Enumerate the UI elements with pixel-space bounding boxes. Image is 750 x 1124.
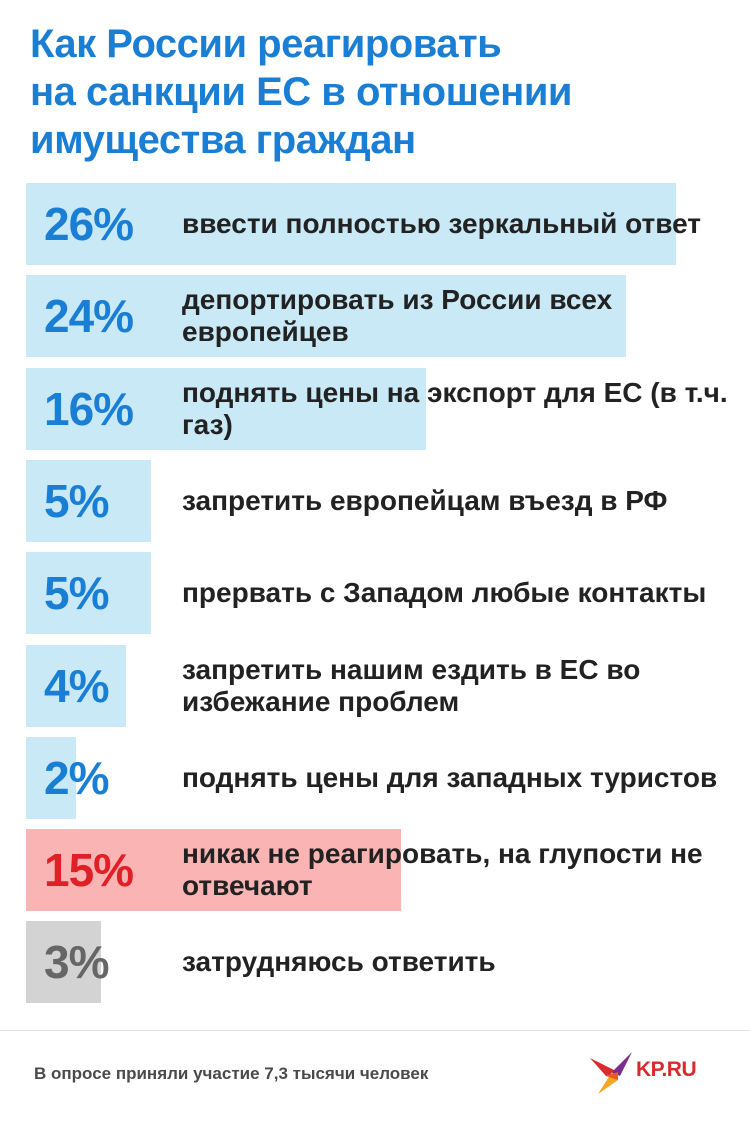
bar-row: 2% поднять цены для западных туристов <box>26 737 726 819</box>
category-label: поднять цены для западных туристов <box>182 762 718 793</box>
bar <box>26 552 151 634</box>
bar-row: 5% прервать с Западом любые контакты <box>26 552 726 634</box>
bar <box>26 829 401 911</box>
bar <box>26 460 151 542</box>
bar-row: 15% никак не реагировать, на глупости не … <box>26 829 726 911</box>
bar-row: 3% затрудняюсь ответить <box>26 921 726 1003</box>
page-title: Как России реагировать на санкции ЕС в о… <box>30 20 730 164</box>
kp-bird-icon <box>590 1052 632 1094</box>
value-label: 5% <box>44 567 109 619</box>
bar-row: 26% ввести полностью зеркальный ответ <box>26 183 726 265</box>
bar <box>26 275 626 357</box>
bar <box>26 645 126 727</box>
category-label: запретить европейцам въезд в РФ <box>182 485 668 516</box>
kp-logo: KP.RU <box>588 1050 728 1096</box>
logo-text: KP.RU <box>636 1058 697 1081</box>
value-label: 15% <box>44 844 134 896</box>
value-label: 4% <box>44 660 109 712</box>
bar-row: 16% поднять цены на экспорт для ЕС (в т.ч… <box>26 368 728 450</box>
footnote: В опросе приняли участие 7,3 тысячи чело… <box>34 1064 429 1083</box>
value-label: 3% <box>44 936 109 988</box>
title-line: имущества граждан <box>30 118 416 162</box>
title-line: на санкции ЕС в отношении <box>30 70 573 114</box>
bar <box>26 183 676 265</box>
value-label: 2% <box>44 752 109 804</box>
bar <box>26 368 426 450</box>
value-label: 24% <box>44 290 134 342</box>
category-label: запретить нашим ездить в ЕС во избежание… <box>182 654 641 717</box>
value-label: 16% <box>44 383 134 435</box>
title-line: Как России реагировать <box>30 22 502 66</box>
value-label: 26% <box>44 198 134 250</box>
category-label: затрудняюсь ответить <box>182 946 496 977</box>
bar-row: 24% депортировать из России всех европейц… <box>26 275 726 357</box>
category-label: депортировать из России всех европейцев <box>182 284 613 347</box>
category-label: никак не реагировать, на глупости не отв… <box>182 838 703 901</box>
bar-row: 4% запретить нашим ездить в ЕС во избежан… <box>26 645 726 727</box>
value-label: 5% <box>44 475 109 527</box>
bar <box>26 921 101 1003</box>
bar-row: 5% запретить европейцам въезд в РФ <box>26 460 726 542</box>
category-label: прервать с Западом любые контакты <box>182 577 707 608</box>
category-label: ввести полностью зеркальный ответ <box>182 208 701 239</box>
category-label: поднять цены на экспорт для ЕС (в т.ч. г… <box>182 377 728 440</box>
divider <box>0 1030 750 1031</box>
bar <box>26 737 76 819</box>
